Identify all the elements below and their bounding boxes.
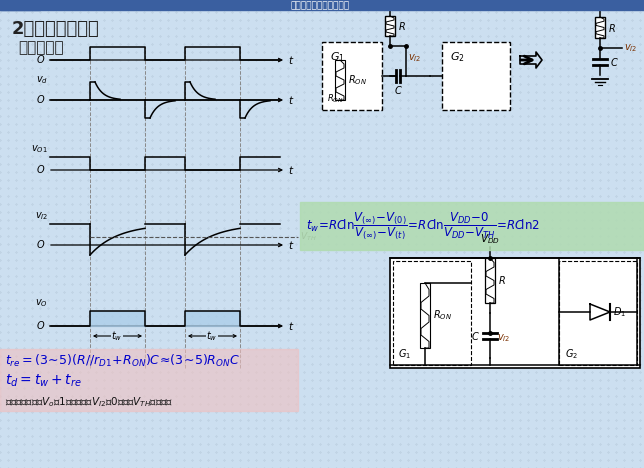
Text: $v_{I2}$: $v_{I2}$	[624, 42, 638, 54]
Text: $R$: $R$	[608, 22, 616, 34]
Bar	[335, 60, 345, 100]
Bar	[0, 0, 40, 10]
Text: $v_{I2}$: $v_{I2}$	[35, 210, 48, 222]
Text: $O$: $O$	[35, 163, 45, 175]
Text: $R$: $R$	[398, 20, 406, 32]
Text: $v_{I2}$: $v_{I2}$	[497, 332, 510, 344]
Text: $t_w$: $t_w$	[111, 329, 122, 343]
Text: $O$: $O$	[35, 53, 45, 65]
Bar	[390, 258, 640, 368]
Bar	[393, 261, 471, 365]
Text: $V_{DD}$: $V_{DD}$	[590, 0, 610, 5]
Text: $C$: $C$	[393, 84, 402, 96]
Text: $t$: $t$	[288, 54, 294, 66]
Text: $R_{ON}$: $R_{ON}$	[348, 73, 367, 87]
Text: $G_1$: $G_1$	[330, 50, 345, 64]
Text: $R_{ON}$: $R_{ON}$	[327, 93, 344, 105]
Text: $R$: $R$	[498, 275, 506, 286]
Bar	[442, 42, 510, 110]
Text: 输出脉宽：: 输出脉宽：	[18, 40, 64, 55]
Bar	[385, 16, 395, 36]
Bar	[595, 17, 605, 38]
Text: $t_w\!=\!RC\!\ln\!\dfrac{V_{(\infty)}\!-\!V_{(0)}}{V_{(\infty)}\!-\!V_{(t)}}\!=\: $t_w\!=\!RC\!\ln\!\dfrac{V_{(\infty)}\!-…	[306, 210, 540, 242]
Text: $t_w$: $t_w$	[206, 329, 218, 343]
Text: $O$: $O$	[35, 93, 45, 105]
Bar	[420, 283, 430, 348]
Text: $t$: $t$	[288, 94, 294, 106]
Bar	[185, 311, 240, 326]
Bar	[300, 202, 644, 250]
Bar	[0, 349, 298, 411]
Text: $D_1$: $D_1$	[613, 305, 626, 319]
Text: $G_2$: $G_2$	[450, 50, 465, 64]
Text: 输出脉冲宽度（$V_o$＝1时间）等于$V_{I2}$从0充电至$V_{TH}$的时间。: 输出脉冲宽度（$V_o$＝1时间）等于$V_{I2}$从0充电至$V_{TH}$…	[5, 395, 173, 409]
Bar	[485, 258, 495, 303]
Text: $G_1$: $G_1$	[398, 347, 411, 361]
Bar	[559, 261, 637, 365]
Text: 2、性能参数计算: 2、性能参数计算	[12, 20, 100, 38]
Text: $t_d=t_w+t_{re}$: $t_d=t_w+t_{re}$	[5, 373, 82, 389]
Text: $G_2$: $G_2$	[565, 347, 578, 361]
Text: $V_{TH}$: $V_{TH}$	[300, 231, 317, 243]
Text: $R_{ON}$: $R_{ON}$	[433, 308, 452, 322]
Text: $v_{O1}$: $v_{O1}$	[32, 143, 48, 155]
Text: $V_{DD}$: $V_{DD}$	[480, 232, 500, 246]
Text: $v_d$: $v_d$	[36, 74, 48, 86]
Text: $C$: $C$	[471, 329, 480, 342]
Text: $t$: $t$	[288, 320, 294, 332]
Bar	[0, 0, 644, 10]
Text: $v_{I2}$: $v_{I2}$	[408, 52, 421, 64]
Text: $O$: $O$	[35, 319, 45, 331]
Text: $v_O$: $v_O$	[35, 297, 48, 309]
Text: 《数字电子技术基础》第: 《数字电子技术基础》第	[290, 1, 350, 10]
Text: $C$: $C$	[610, 56, 619, 67]
Text: $t_{re}=(3\!\sim\!5)(R//r_{D1}\!+\!R_{ON})C\!\approx\!(3\!\sim\!5)R_{ON}C$: $t_{re}=(3\!\sim\!5)(R//r_{D1}\!+\!R_{ON…	[5, 353, 240, 369]
Text: $V_{DD}$: $V_{DD}$	[380, 0, 400, 5]
Text: $O$: $O$	[35, 238, 45, 250]
Text: $t$: $t$	[288, 239, 294, 251]
Text: $t$: $t$	[288, 164, 294, 176]
Bar	[90, 311, 145, 326]
Bar	[322, 42, 382, 110]
